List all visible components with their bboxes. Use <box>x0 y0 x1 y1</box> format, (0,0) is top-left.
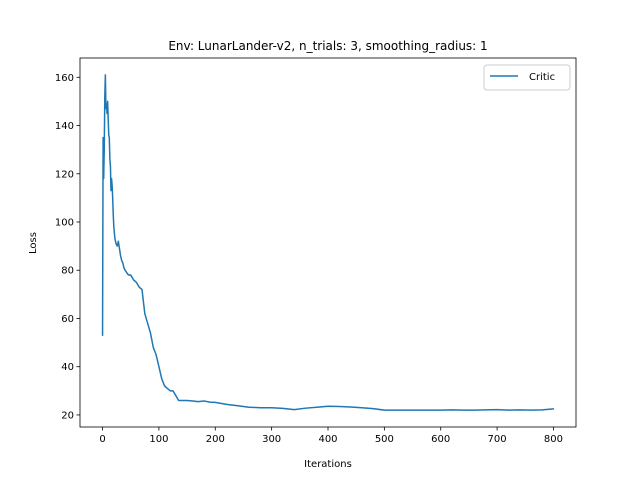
plot-area <box>80 58 576 427</box>
x-tick-label: 0 <box>99 434 105 445</box>
axes-frame <box>79 57 577 428</box>
y-tick-label: 40 <box>61 362 74 373</box>
y-tick-label: 60 <box>61 314 74 325</box>
y-tick-label: 80 <box>61 266 74 277</box>
axes-background <box>80 58 576 427</box>
series-line-critic <box>101 74 555 411</box>
chart-title: Env: LunarLander-v2, n_trials: 3, smooth… <box>168 39 487 53</box>
y-tick-label: 120 <box>55 169 74 180</box>
legend-box <box>483 64 571 91</box>
x-tick-label: 500 <box>375 434 394 445</box>
y-axis-label: Loss <box>28 232 39 254</box>
y-tick-label: 140 <box>55 121 74 132</box>
legend: Critic <box>483 64 571 91</box>
x-axis-label: Iterations <box>304 459 352 470</box>
ticks-layer: 0 100 200 300 400 500 600 700 800 20 40 60 80 100 120 1… <box>55 73 563 445</box>
x-tick-label: 800 <box>544 434 563 445</box>
x-tick-label: 300 <box>262 434 281 445</box>
legend-label-critic: Critic <box>529 72 555 83</box>
y-tick-label: 20 <box>61 410 74 421</box>
y-tick-label: 100 <box>55 218 74 229</box>
y-tick-label: 160 <box>55 73 74 84</box>
x-tick-label: 600 <box>431 434 450 445</box>
series-layer <box>101 74 555 411</box>
x-tick-label: 100 <box>149 434 168 445</box>
x-tick-label: 200 <box>206 434 225 445</box>
x-tick-label: 700 <box>488 434 507 445</box>
x-tick-label: 400 <box>318 434 337 445</box>
